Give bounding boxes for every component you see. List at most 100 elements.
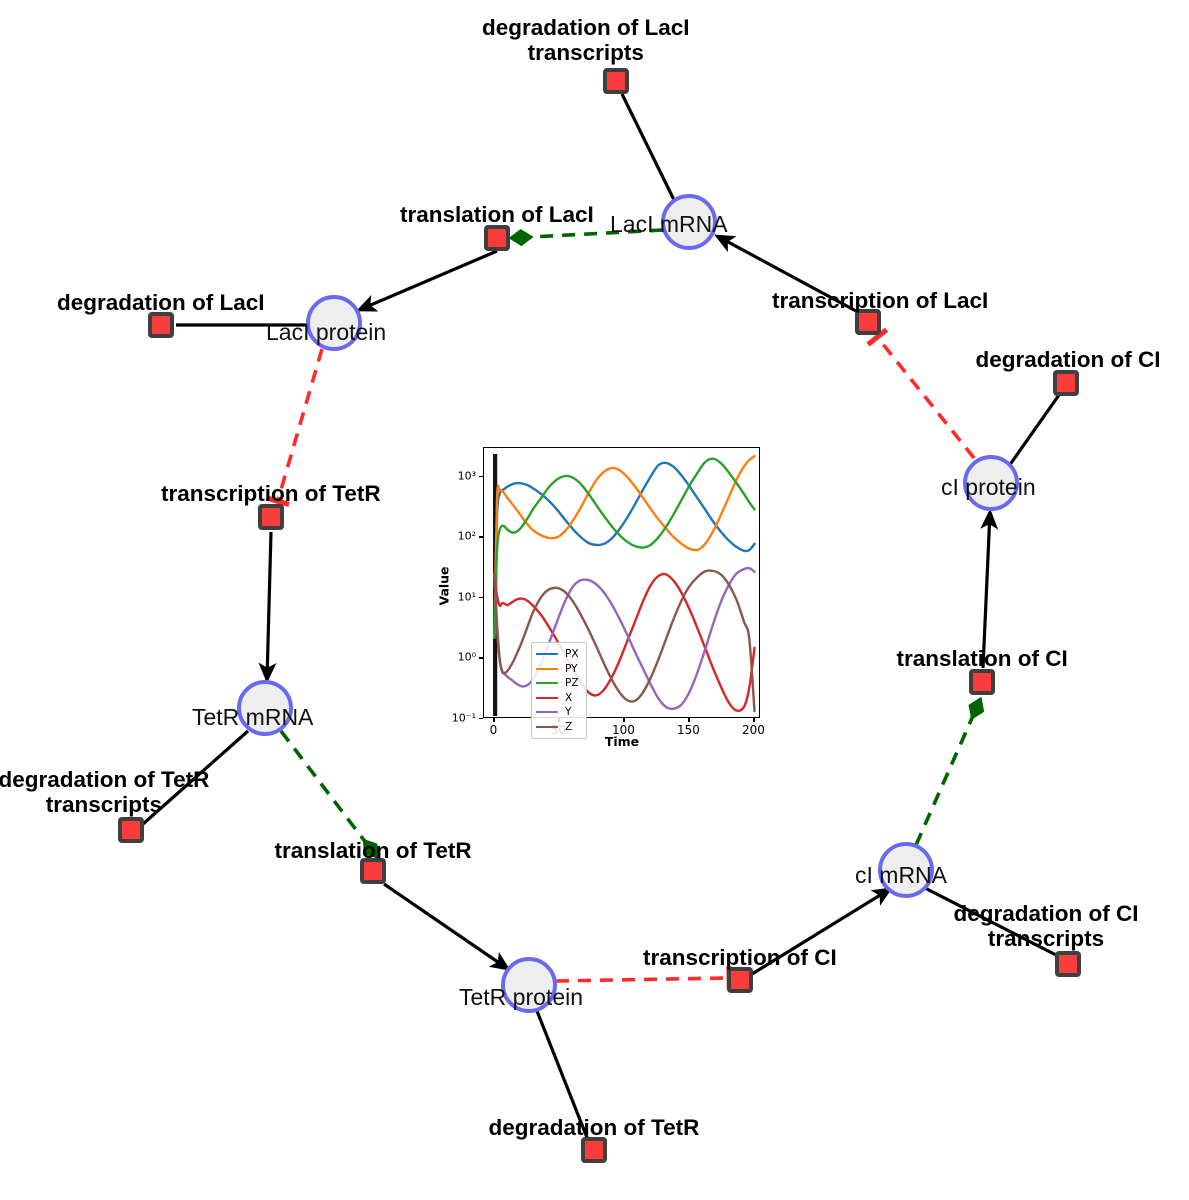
reaction-node-transcription-of-ci[interactable] — [727, 967, 753, 993]
chart-y-tick: 10³ — [457, 469, 476, 483]
reaction-label-line: translation of LacI — [400, 202, 594, 227]
reaction-label-line: transcripts — [527, 40, 644, 66]
reaction-label-transcription-of-laci: transcription of LacI — [772, 288, 988, 313]
reaction-node-degradation-of-ci[interactable] — [1053, 370, 1079, 396]
edge-substrate — [141, 729, 250, 826]
legend-label-Z: Z — [565, 720, 573, 733]
chart-x-tickmark — [623, 718, 625, 722]
legend-swatch-Y — [536, 711, 558, 714]
reaction-label-degradation-of-laci: degradation of LacI — [57, 290, 265, 315]
chart-series-PZ — [493, 457, 756, 639]
reaction-node-translation-of-laci[interactable] — [484, 225, 510, 251]
chart-y-tickmark — [479, 536, 483, 538]
chart-y-tickmark — [479, 657, 483, 659]
chart-x-axis-label: Time — [604, 734, 640, 749]
chart-y-axis-label: Value — [436, 566, 452, 606]
reaction-label-line: transcription of TetR — [161, 481, 381, 506]
reaction-label-transcription-of-ci: transcription of CI — [643, 945, 837, 970]
legend-label-PY: PY — [565, 662, 578, 675]
reaction-node-translation-of-tetr[interactable] — [360, 858, 386, 884]
reaction-node-translation-of-ci[interactable] — [969, 669, 995, 695]
chart-series-PX — [493, 461, 756, 639]
edge-product — [980, 508, 999, 669]
legend-label-Y: Y — [565, 706, 572, 719]
reaction-node-degradation-of-tetr-transcripts[interactable] — [118, 817, 144, 843]
legend-swatch-X — [536, 696, 558, 699]
reaction-label-line: transcripts — [45, 792, 163, 818]
legend-item-X: X — [536, 691, 579, 706]
species-label-ci-protein: cI protein — [941, 474, 1036, 500]
chart-x-tick: 100 — [611, 723, 635, 737]
edge-activation — [914, 696, 985, 846]
species-label-tetr-mrna: TetR mRNA — [192, 704, 314, 730]
legend-swatch-PY — [536, 667, 558, 670]
edge-inhibition — [866, 327, 976, 460]
edge-product — [355, 249, 498, 312]
reaction-label-translation-of-ci: translation of CI — [897, 646, 1068, 671]
reaction-label-translation-of-tetr: translation of TetR — [275, 838, 472, 863]
chart-series-Y — [493, 566, 756, 711]
species-node-laci-protein[interactable] — [306, 295, 362, 351]
edge-product — [383, 882, 511, 971]
chart-x-tick: 0 — [489, 723, 498, 737]
chart-x-tickmark — [688, 718, 690, 722]
chart-y-tick: 10⁰ — [457, 650, 476, 664]
chart-series-Z — [493, 569, 756, 713]
reaction-label-degradation-of-tetr-transcripts: degradation of TetR transcripts — [0, 767, 209, 817]
reaction-label-line: degradation of LacI — [482, 15, 690, 40]
species-node-tetr-mrna[interactable] — [237, 680, 293, 736]
chart-plot-area: PX PY PZ X Y Z — [483, 447, 760, 739]
edge-product — [751, 887, 893, 976]
edge-substrate — [1007, 394, 1061, 467]
reaction-label-translation-of-laci: translation of LacI — [400, 202, 594, 227]
chart-series-X — [493, 572, 756, 712]
reaction-label-line: degradation of CI — [975, 347, 1161, 372]
reaction-node-degradation-of-tetr[interactable] — [581, 1137, 607, 1163]
edge-product — [714, 234, 857, 313]
reaction-node-degradation-of-laci[interactable] — [148, 312, 174, 338]
legend-swatch-Z — [536, 725, 558, 728]
reaction-label-line: transcription of LacI — [772, 288, 989, 313]
chart-series-PY — [493, 454, 756, 639]
reaction-label-line: degradation of CI — [953, 901, 1139, 926]
legend-item-PY: PY — [536, 662, 579, 677]
chart-y-tickmark — [479, 596, 483, 599]
edge-inhibition — [265, 348, 324, 507]
chart-x-tick: 150 — [677, 723, 700, 737]
legend-label-PZ: PZ — [565, 677, 579, 690]
chart-x-tickmark — [493, 718, 495, 722]
legend-swatch-PX — [536, 653, 558, 656]
legend-item-PX: PX — [536, 647, 579, 662]
reaction-label-transcription-of-tetr: transcription of TetR — [161, 481, 381, 506]
chart-y-tick: 10⁻¹ — [451, 711, 476, 725]
chart-y-tick: 10¹ — [457, 590, 476, 604]
legend-item-Y: Y — [536, 705, 579, 720]
reaction-node-transcription-of-laci[interactable] — [855, 309, 881, 335]
reaction-label-degradation-of-tetr: degradation of TetR — [489, 1115, 700, 1140]
reaction-label-line: transcription of CI — [643, 945, 837, 970]
species-label-laci-mrna: LacI mRNA — [610, 211, 728, 237]
reaction-label-line: degradation of TetR — [0, 767, 210, 792]
reaction-label-line: translation of TetR — [274, 838, 472, 863]
species-node-tetr-protein[interactable] — [501, 957, 557, 1013]
reaction-label-line: degradation of LacI — [57, 290, 265, 315]
species-node-laci-mrna[interactable] — [661, 194, 717, 250]
edge-product — [258, 531, 277, 684]
edge-substrate — [535, 1010, 590, 1141]
reaction-node-transcription-of-tetr[interactable] — [258, 504, 284, 530]
reaction-label-line: degradation of TetR — [488, 1115, 700, 1140]
reaction-node-degradation-of-ci-transcripts[interactable] — [1055, 951, 1081, 977]
legend-item-PZ: PZ — [536, 676, 579, 691]
species-label-tetr-protein: TetR protein — [459, 984, 584, 1010]
reaction-label-degradation-of-ci: degradation of CI — [976, 347, 1161, 372]
chart-series-layer — [493, 454, 756, 716]
reaction-node-degradation-of-laci-transcripts[interactable] — [603, 68, 629, 94]
species-node-ci-mrna[interactable] — [878, 842, 934, 898]
chart-legend: PX PY PZ X Y Z — [531, 642, 587, 739]
reaction-label-degradation-of-laci-transcripts: degradation of LacI transcripts — [482, 15, 690, 65]
species-node-ci-protein[interactable] — [963, 455, 1019, 511]
chart-x-tickmark — [753, 718, 755, 722]
edge-activation — [279, 729, 379, 859]
